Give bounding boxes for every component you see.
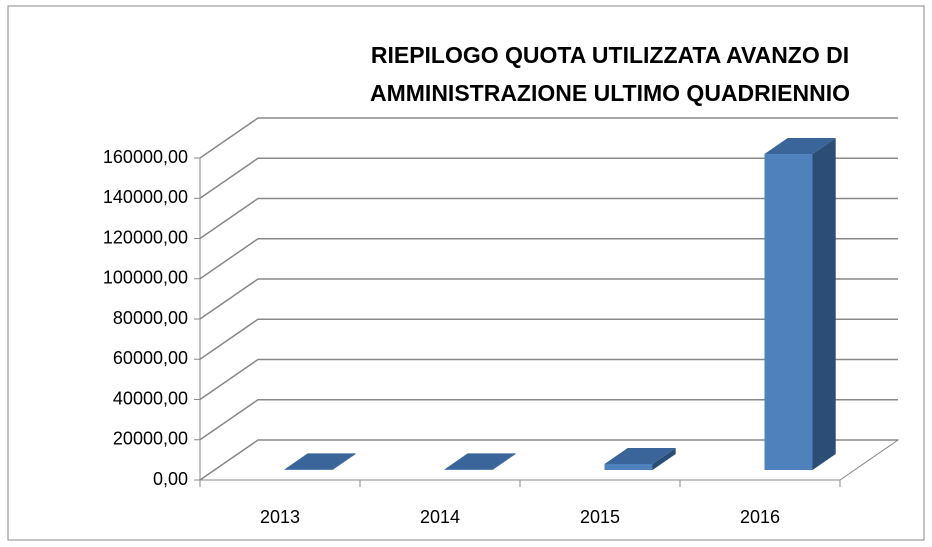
y-tick-label: 0,00: [153, 469, 188, 489]
grid-line: [199, 197, 898, 240]
x-tick-label: 2013: [260, 507, 300, 527]
x-tick-label: 2015: [580, 507, 620, 527]
grid-line: [199, 157, 898, 199]
y-tick-label: 120000,00: [103, 227, 188, 247]
bar: [444, 469, 493, 470]
y-tick-label: 100000,00: [103, 268, 188, 288]
bar-top: [604, 447, 676, 464]
bar-side: [652, 447, 676, 470]
bar: [284, 469, 333, 470]
bar-side: [812, 138, 836, 470]
grid-line: [199, 117, 898, 159]
grid-line: [199, 399, 898, 441]
bar-top: [284, 453, 356, 470]
bar-side: [492, 453, 516, 470]
chart-title: RIEPILOGO QUOTA UTILIZZATA AVANZO DI AMM…: [370, 42, 850, 106]
y-tick-label: 80000,00: [113, 308, 188, 328]
y-tick-label: 20000,00: [113, 429, 188, 449]
bar: [604, 463, 653, 470]
bar-top: [444, 453, 516, 470]
y-tick-label: 40000,00: [113, 388, 188, 408]
grid-line: [199, 439, 898, 481]
y-tick-label: 160000,00: [103, 147, 188, 167]
bar-side: [332, 453, 356, 470]
y-tick-label: 60000,00: [113, 348, 188, 368]
grid-line: [199, 318, 898, 360]
bar-top: [764, 138, 836, 155]
y-tick-label: 140000,00: [103, 187, 188, 207]
grid-line: [199, 278, 898, 320]
x-tick-label: 2014: [420, 507, 460, 527]
grid-line: [199, 238, 898, 280]
x-tick-label: 2016: [740, 507, 780, 527]
bar: [764, 154, 813, 470]
grid-line: [199, 358, 898, 401]
